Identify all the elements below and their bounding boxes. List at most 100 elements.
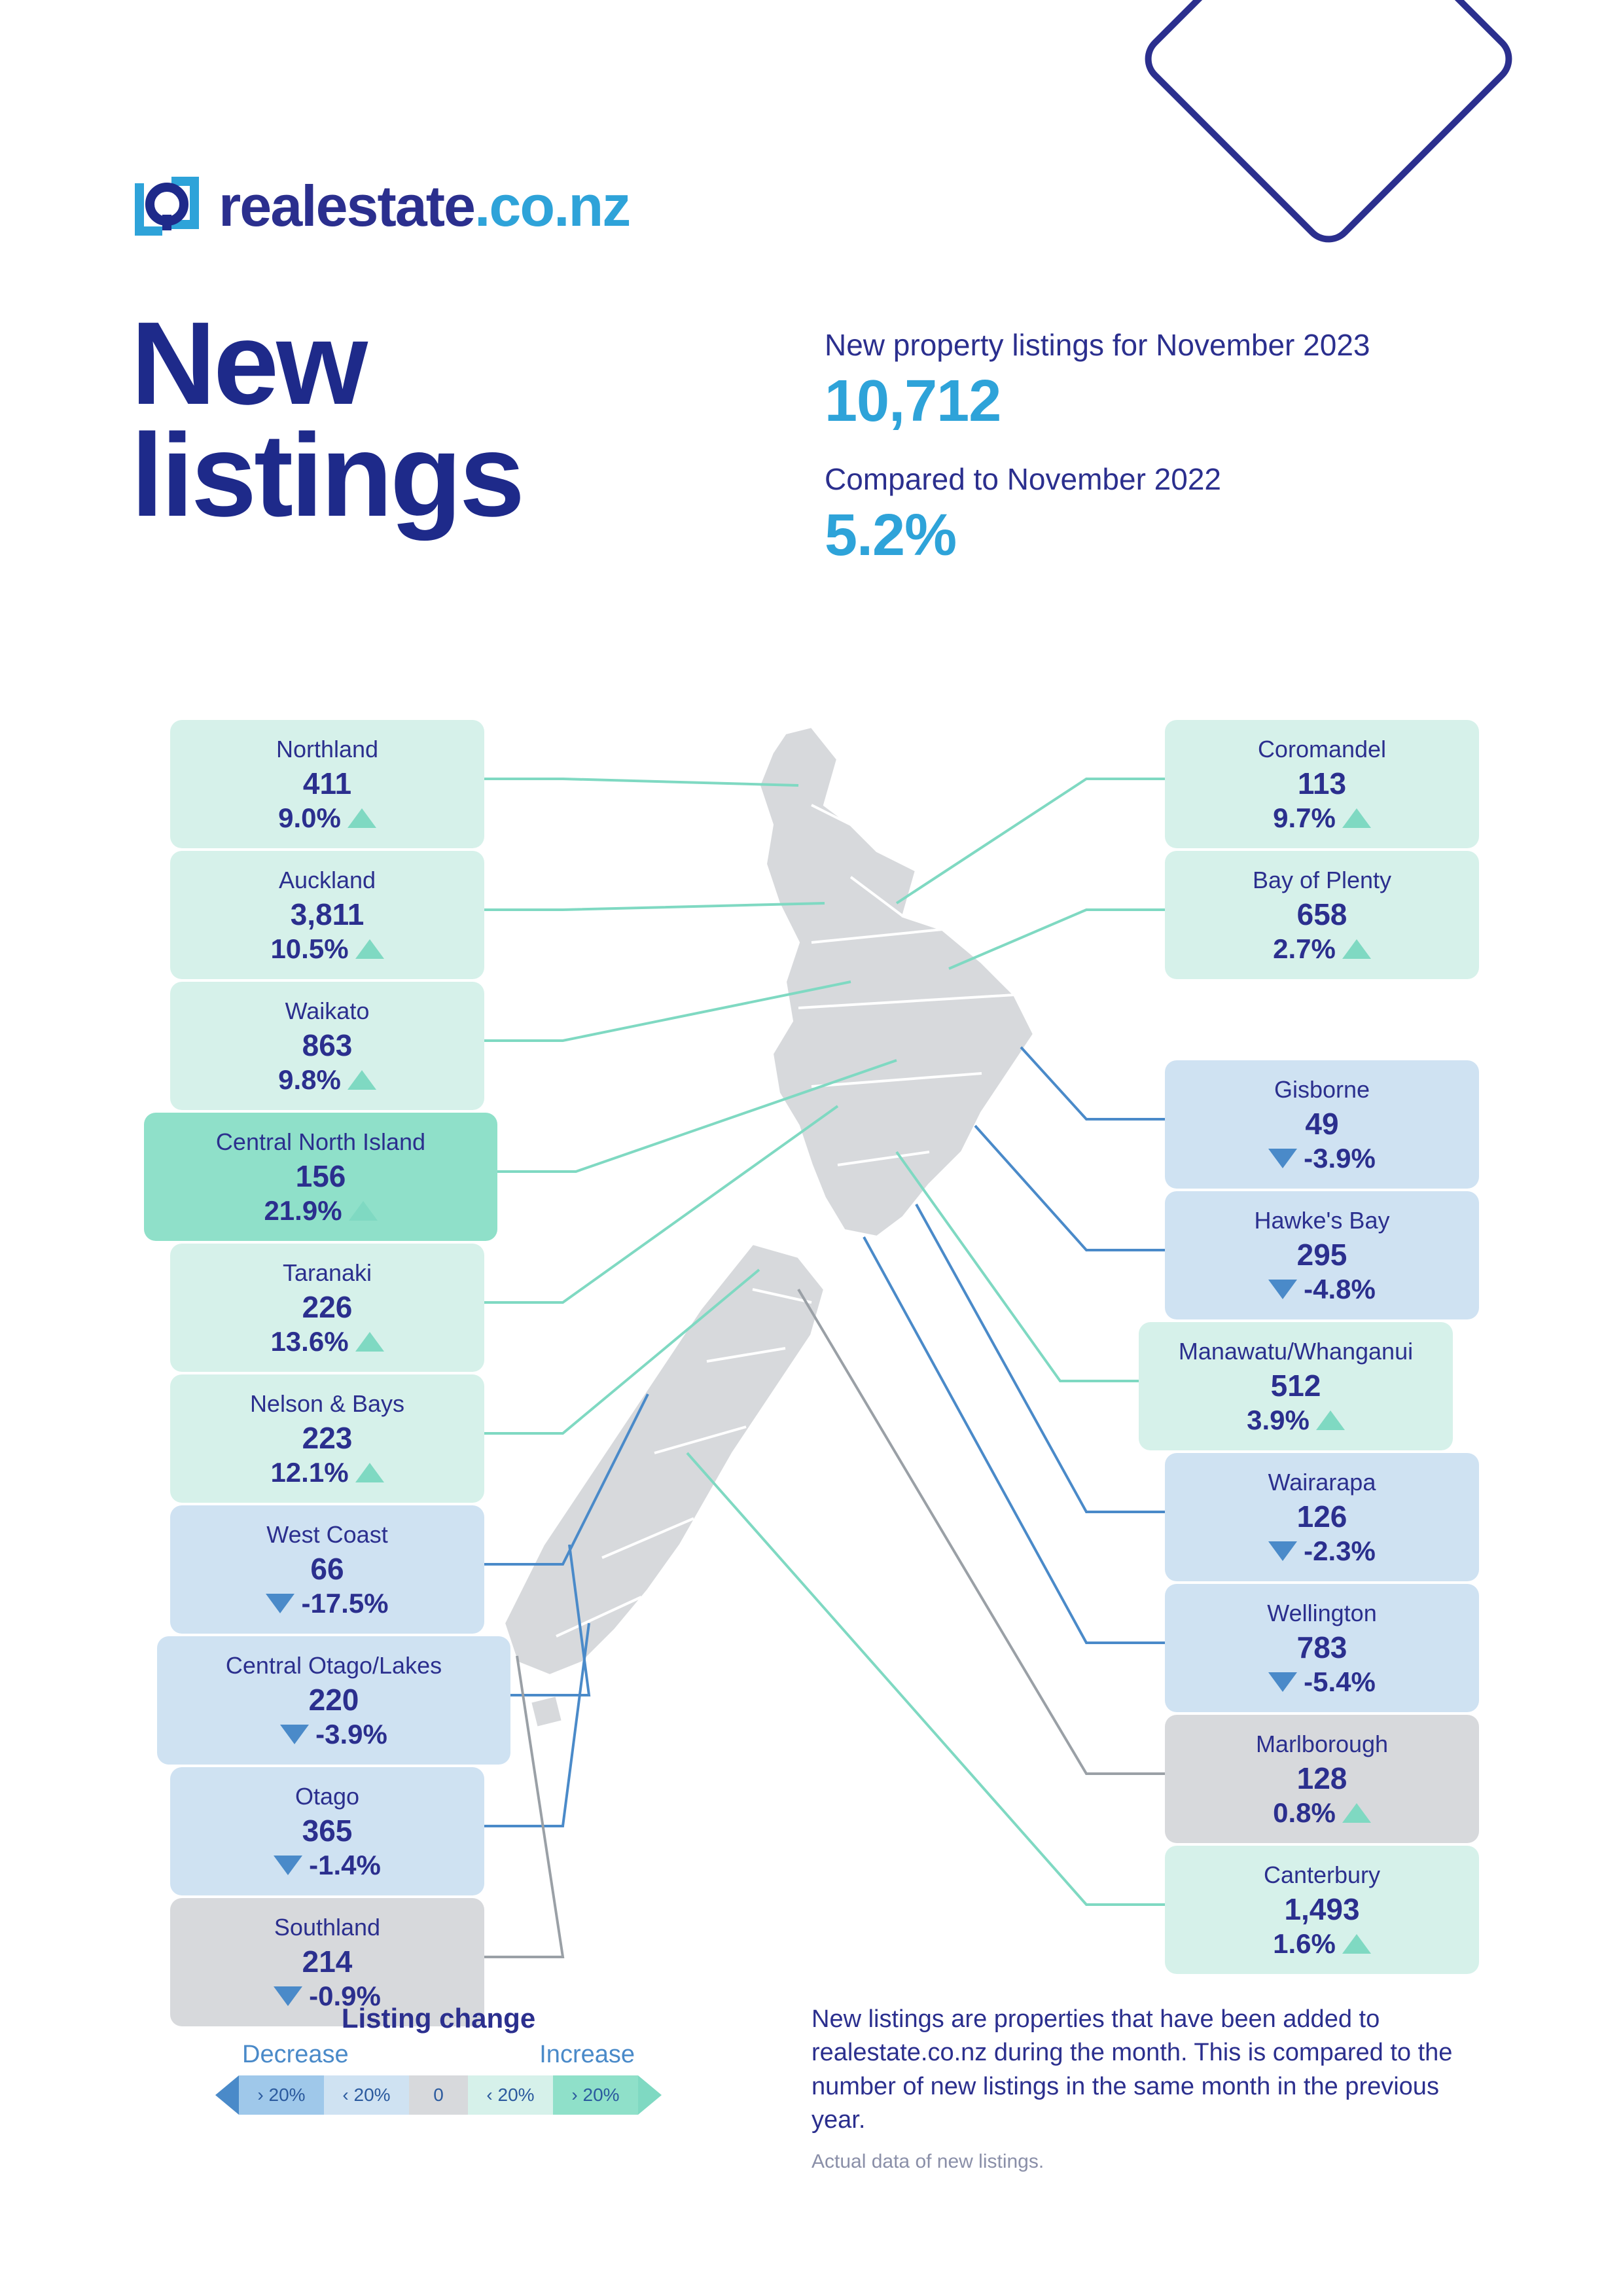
region-pct: 13.6% [270,1326,348,1357]
legend-cell: › 20% [239,2075,324,2115]
region-pct-row: -3.9% [1268,1143,1376,1174]
region-pct: 2.7% [1273,933,1336,965]
region-pct-row: 9.8% [278,1064,376,1096]
region-pct: 10.5% [270,933,348,965]
region-card: Marlborough 128 0.8% [1165,1715,1479,1843]
summary-line1-value: 10,712 [825,368,1370,435]
region-pct: 1.6% [1273,1928,1336,1960]
legend-increase-label: Increase [539,2041,635,2069]
trend-up-icon [1342,808,1371,828]
brand-name: realestate [219,173,474,238]
region-name: Central North Island [164,1128,478,1156]
trend-up-icon [1342,939,1371,959]
region-count: 783 [1185,1630,1459,1665]
trend-up-icon [349,1201,378,1221]
region-count: 113 [1185,766,1459,801]
region-pct-row: 1.6% [1273,1928,1371,1960]
trend-down-icon [1268,1672,1297,1692]
region-pct: 3.9% [1247,1405,1310,1436]
summary-line2-value: 5.2% [825,502,1370,569]
region-pct-row: 9.7% [1273,802,1371,834]
region-count: 214 [190,1944,465,1979]
logo-mark [131,170,203,242]
region-card: Central Otago/Lakes 220 -3.9% [157,1636,510,1765]
region-card: Coromandel 113 9.7% [1165,720,1479,848]
region-name: Manawatu/Whanganui [1158,1338,1433,1365]
summary-line2-label: Compared to November 2022 [825,461,1370,497]
region-count: 658 [1185,897,1459,932]
region-name: Taranaki [190,1259,465,1287]
region-name: Waikato [190,997,465,1025]
region-pct: 9.8% [278,1064,341,1096]
region-pct: 12.1% [270,1457,348,1488]
region-pct: -3.9% [315,1719,387,1750]
region-name: Canterbury [1185,1861,1459,1889]
legend-cell: ‹ 20% [324,2075,409,2115]
footnote-sub: Actual data of new listings. [812,2149,1466,2176]
region-pct: 9.0% [278,802,341,834]
region-card: Central North Island 156 21.9% [144,1113,497,1241]
region-card: Wairarapa 126 -2.3% [1165,1453,1479,1581]
region-card: Canterbury 1,493 1.6% [1165,1846,1479,1974]
legend-bar: › 20%‹ 20%0‹ 20%› 20% [190,2075,687,2115]
region-name: Marlborough [1185,1731,1459,1758]
trend-down-icon [1268,1280,1297,1299]
region-count: 411 [190,766,465,801]
region-count: 156 [164,1158,478,1194]
region-count: 512 [1158,1368,1433,1403]
region-count: 220 [177,1682,491,1717]
region-pct: -2.3% [1304,1535,1376,1567]
region-name: Southland [190,1914,465,1941]
legend-decrease-label: Decrease [242,2041,349,2069]
region-name: Hawke's Bay [1185,1207,1459,1234]
region-name: Auckland [190,867,465,894]
legend-labels: Decrease Increase [190,2041,687,2069]
region-count: 365 [190,1813,465,1848]
region-count: 128 [1185,1761,1459,1796]
nz-map [445,720,1152,1767]
region-pct-row: 10.5% [270,933,383,965]
region-pct: -17.5% [301,1588,388,1619]
region-card: Gisborne 49 -3.9% [1165,1060,1479,1189]
region-name: Gisborne [1185,1076,1459,1103]
region-card: Northland 411 9.0% [170,720,484,848]
region-name: Nelson & Bays [190,1390,465,1418]
region-pct-row: 21.9% [264,1195,377,1227]
region-name: Central Otago/Lakes [177,1652,491,1679]
region-pct: -4.8% [1304,1274,1376,1305]
trend-down-icon [274,1856,302,1875]
trend-up-icon [355,1463,384,1482]
corner-decoration [1134,0,1523,253]
map-area: Northland 411 9.0% Auckland 3,811 10.5% … [0,720,1623,2029]
trend-up-icon [348,808,376,828]
region-count: 1,493 [1185,1892,1459,1927]
region-pct: -5.4% [1304,1666,1376,1698]
region-count: 863 [190,1028,465,1063]
legend-cell: › 20% [553,2075,638,2115]
region-pct-row: 13.6% [270,1326,383,1357]
region-name: Coromandel [1185,736,1459,763]
region-count: 223 [190,1420,465,1456]
region-card: Wellington 783 -5.4% [1165,1584,1479,1712]
summary-block: New property listings for November 2023 … [825,327,1370,596]
region-name: West Coast [190,1521,465,1549]
region-card: Nelson & Bays 223 12.1% [170,1374,484,1503]
legend: Listing change Decrease Increase › 20%‹ … [190,2003,687,2115]
legend-cell: 0 [409,2075,468,2115]
region-pct-row: -5.4% [1268,1666,1376,1698]
region-card: Taranaki 226 13.6% [170,1244,484,1372]
trend-down-icon [1268,1149,1297,1168]
legend-increase-arrow-icon [638,2075,662,2115]
summary-line1-label: New property listings for November 2023 [825,327,1370,363]
region-pct-row: 2.7% [1273,933,1371,965]
region-count: 49 [1185,1106,1459,1141]
region-card: Waikato 863 9.8% [170,982,484,1110]
trend-up-icon [1316,1410,1345,1430]
region-name: Wairarapa [1185,1469,1459,1496]
region-card: Manawatu/Whanganui 512 3.9% [1139,1322,1453,1450]
region-card: Hawke's Bay 295 -4.8% [1165,1191,1479,1319]
region-card: Bay of Plenty 658 2.7% [1165,851,1479,979]
trend-up-icon [355,939,384,959]
region-pct-row: -17.5% [266,1588,388,1619]
region-name: Northland [190,736,465,763]
